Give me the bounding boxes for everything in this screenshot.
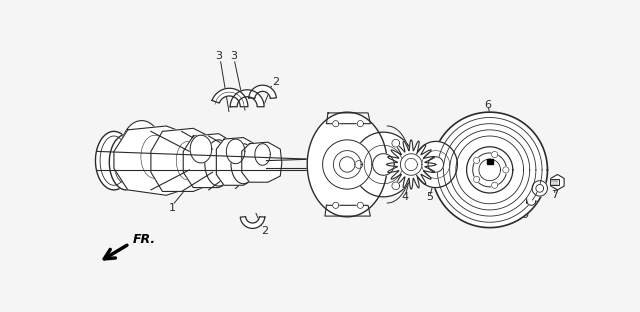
Polygon shape bbox=[323, 140, 372, 189]
Polygon shape bbox=[171, 134, 205, 188]
Text: FR.: FR. bbox=[133, 233, 156, 246]
Polygon shape bbox=[183, 134, 239, 188]
Polygon shape bbox=[401, 154, 422, 175]
Polygon shape bbox=[551, 174, 564, 190]
Polygon shape bbox=[428, 157, 444, 172]
Polygon shape bbox=[120, 121, 163, 185]
Polygon shape bbox=[486, 159, 493, 164]
Polygon shape bbox=[536, 184, 543, 192]
Polygon shape bbox=[255, 144, 270, 165]
Polygon shape bbox=[414, 141, 458, 188]
Text: 2: 2 bbox=[261, 227, 268, 236]
Polygon shape bbox=[242, 142, 282, 182]
Polygon shape bbox=[333, 151, 361, 178]
Polygon shape bbox=[109, 134, 143, 190]
Text: 7: 7 bbox=[552, 190, 559, 200]
Polygon shape bbox=[467, 147, 513, 193]
Polygon shape bbox=[503, 167, 509, 173]
Polygon shape bbox=[325, 205, 371, 216]
Polygon shape bbox=[152, 131, 189, 188]
Text: 6: 6 bbox=[484, 100, 492, 110]
Text: 3: 3 bbox=[230, 51, 237, 61]
Polygon shape bbox=[392, 139, 399, 147]
Polygon shape bbox=[532, 181, 547, 196]
Text: 1: 1 bbox=[169, 203, 176, 213]
Polygon shape bbox=[333, 202, 339, 208]
Text: 4: 4 bbox=[401, 192, 408, 202]
Polygon shape bbox=[188, 138, 219, 187]
Text: 5: 5 bbox=[363, 192, 370, 202]
Text: 9: 9 bbox=[521, 210, 528, 220]
Polygon shape bbox=[353, 132, 414, 197]
Polygon shape bbox=[492, 182, 498, 188]
Polygon shape bbox=[550, 179, 559, 185]
Polygon shape bbox=[474, 176, 480, 183]
Polygon shape bbox=[479, 159, 500, 181]
Polygon shape bbox=[230, 90, 264, 107]
Polygon shape bbox=[405, 158, 417, 171]
Polygon shape bbox=[205, 140, 232, 186]
Polygon shape bbox=[473, 153, 507, 187]
Polygon shape bbox=[333, 121, 339, 127]
Polygon shape bbox=[227, 139, 245, 164]
Text: 8: 8 bbox=[534, 173, 541, 183]
Polygon shape bbox=[340, 157, 355, 172]
Text: 3: 3 bbox=[215, 51, 222, 61]
Polygon shape bbox=[474, 157, 480, 163]
Polygon shape bbox=[231, 144, 255, 184]
Polygon shape bbox=[212, 88, 248, 107]
Polygon shape bbox=[249, 85, 276, 98]
Polygon shape bbox=[151, 128, 220, 192]
Polygon shape bbox=[357, 202, 364, 208]
Polygon shape bbox=[219, 142, 245, 185]
Polygon shape bbox=[392, 182, 399, 190]
Polygon shape bbox=[357, 121, 364, 127]
Polygon shape bbox=[432, 112, 547, 228]
Polygon shape bbox=[527, 198, 536, 205]
Polygon shape bbox=[136, 128, 174, 186]
Polygon shape bbox=[307, 112, 387, 217]
Polygon shape bbox=[240, 217, 265, 228]
Polygon shape bbox=[492, 151, 498, 158]
Polygon shape bbox=[372, 154, 394, 175]
Polygon shape bbox=[95, 131, 132, 190]
Text: 2: 2 bbox=[272, 77, 279, 87]
Polygon shape bbox=[216, 138, 260, 185]
Text: 5: 5 bbox=[426, 192, 433, 202]
Polygon shape bbox=[190, 135, 212, 163]
Polygon shape bbox=[326, 113, 371, 124]
Polygon shape bbox=[387, 140, 436, 189]
Polygon shape bbox=[355, 161, 363, 168]
Polygon shape bbox=[114, 126, 205, 195]
